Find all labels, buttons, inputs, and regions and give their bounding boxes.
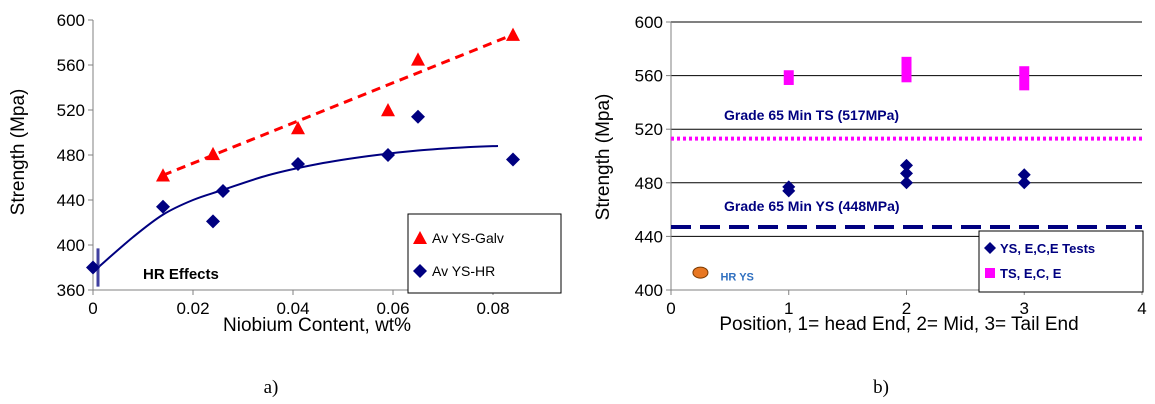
data-point-diamond <box>900 158 913 172</box>
y-tick-label: 520 <box>57 101 85 120</box>
legend-marker-triangle <box>413 231 427 244</box>
x-tick-label: 0 <box>666 299 675 318</box>
y-axis-label: Strength (Mpa) <box>8 89 29 216</box>
y-tick-label: 440 <box>57 191 85 210</box>
x-tick-label: 2 <box>902 299 911 318</box>
data-point-diamond <box>1017 168 1031 182</box>
legend-marker-diamond <box>413 264 427 278</box>
legend: Av YS-Galv Av YS-HR <box>407 213 562 294</box>
y-axis-label: Strength (Mpa) <box>593 94 614 221</box>
data-point-diamond <box>1017 176 1031 190</box>
plot-area: HR Effects <box>86 27 520 287</box>
data-point-square <box>1019 66 1030 91</box>
y-tick-label: 560 <box>635 67 663 86</box>
data-point-diamond <box>291 157 305 171</box>
x-tick-label: 0 <box>88 299 97 318</box>
axis-ticks: 360 400 440 480 520 560 600 0 0.02 0.04 0.06 0.08 <box>57 11 543 318</box>
data-point-diamond <box>506 152 520 167</box>
annotation-hr-effects: HR Effects <box>143 266 219 283</box>
data-point-diamond <box>782 180 796 194</box>
data-point-triangle <box>291 121 305 135</box>
trendline-hr <box>97 145 499 269</box>
y-tick-label: 480 <box>635 174 663 193</box>
x-tick-label: 3 <box>1020 299 1029 318</box>
data-point-triangle <box>506 27 520 41</box>
y-tick-label: 600 <box>57 11 85 30</box>
data-point-square <box>901 56 912 83</box>
x-axis-label: Niobium Content, wt% <box>223 315 411 336</box>
y-tick-label: 600 <box>635 13 663 32</box>
y-tick-label: 440 <box>635 227 663 246</box>
data-point-circle <box>692 266 709 279</box>
y-tick-label: 360 <box>57 281 85 300</box>
x-tick-label: 1 <box>784 299 793 318</box>
legend: YS, E,C,E Tests TS, E,C, E <box>978 230 1144 293</box>
data-point-triangle <box>206 146 220 161</box>
x-tick-label: 0.06 <box>376 299 409 318</box>
panel-label: b) <box>873 377 889 398</box>
trendline-galv <box>162 33 514 177</box>
y-tick-label: 480 <box>57 146 85 165</box>
panel-label: a) <box>264 377 279 398</box>
y-tick-label: 400 <box>57 236 85 255</box>
y-tick-label: 520 <box>635 120 663 139</box>
plot-area: Grade 65 Min TS (517MPa) Grade 65 Min YS … <box>671 56 1142 283</box>
x-tick-label: 4 <box>1137 299 1146 318</box>
legend-marker-diamond <box>984 242 996 254</box>
legend-box <box>978 230 1144 293</box>
data-point-diamond <box>216 184 230 198</box>
reference-line-label: Grade 65 Min TS (517MPa) <box>724 107 899 123</box>
data-point-triangle <box>381 103 395 117</box>
x-tick-label: 0.08 <box>476 299 509 318</box>
x-tick-label: 0.04 <box>276 299 309 318</box>
legend-label: Av YS-HR <box>432 263 495 279</box>
y-tick-label: 560 <box>57 56 85 75</box>
data-point-diamond <box>900 176 913 190</box>
annotation-hr-ys: HR YS <box>720 271 753 283</box>
legend-box <box>407 213 562 294</box>
legend-label: TS, E,C, E <box>1000 266 1062 281</box>
legend-marker-square <box>985 268 995 278</box>
data-point-diamond <box>206 214 220 229</box>
panel-a: Strength (Mpa) Niobium Content, wt% a) 3… <box>8 11 562 398</box>
data-point-diamond <box>86 260 100 275</box>
panel-b: Strength (Mpa) Position, 1= head End, 2=… <box>593 13 1147 398</box>
data-point-diamond <box>411 109 425 124</box>
x-tick-label: 0.02 <box>176 299 209 318</box>
data-point-diamond <box>381 148 395 162</box>
data-point-diamond <box>900 166 913 180</box>
data-point-diamond <box>156 199 170 214</box>
data-point-triangle <box>156 168 170 182</box>
axis-ticks: 400 440 480 520 560 600 0 1 2 3 4 <box>635 13 1147 318</box>
legend-label: Av YS-Galv <box>432 230 504 246</box>
x-axis-label: Position, 1= head End, 2= Mid, 3= Tail E… <box>719 314 1078 335</box>
y-tick-label: 400 <box>635 281 663 300</box>
data-point-square <box>783 70 794 85</box>
data-point-triangle <box>411 52 425 66</box>
reference-line-label: Grade 65 Min YS (448MPa) <box>724 198 900 214</box>
legend-label: YS, E,C,E Tests <box>1000 241 1095 256</box>
